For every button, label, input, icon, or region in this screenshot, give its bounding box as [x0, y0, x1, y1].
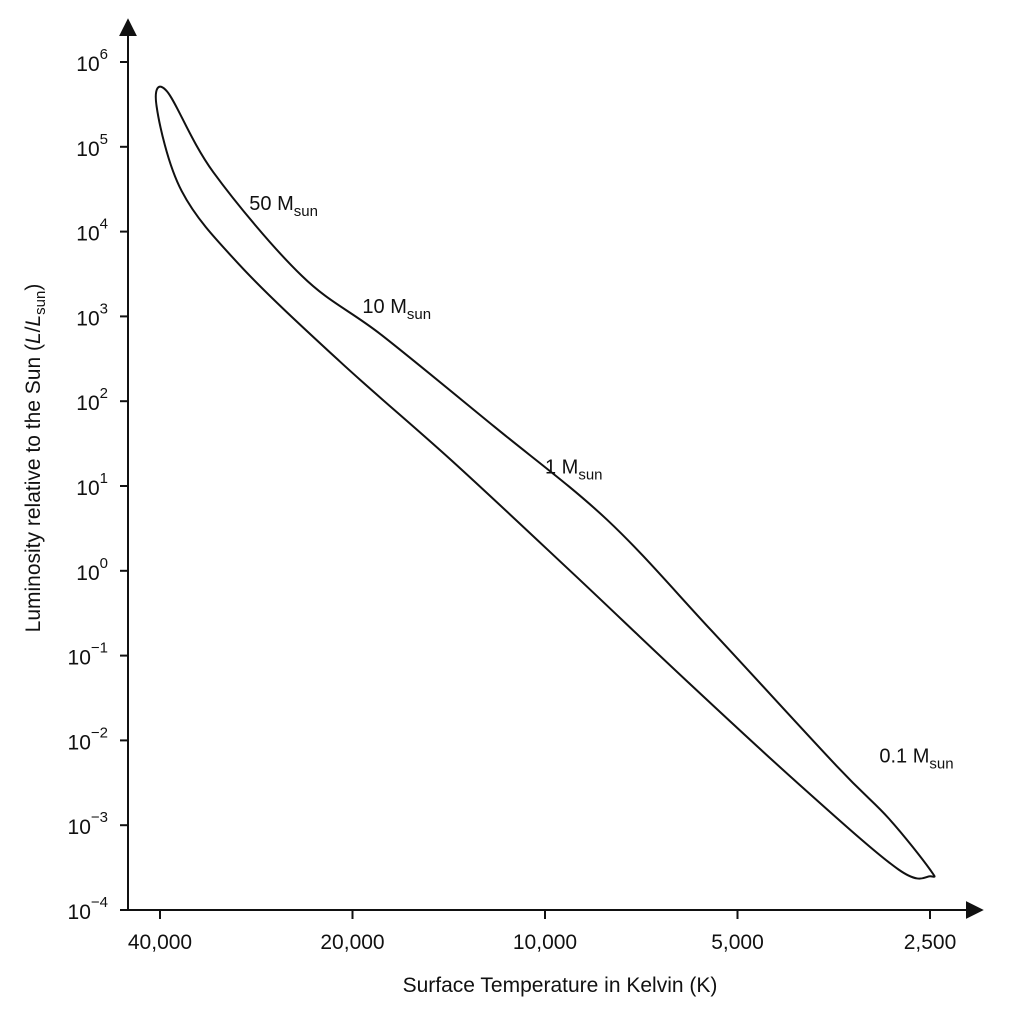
x-axis-ticks: 40,000 20,000 10,000 5,000 2,500	[128, 910, 956, 954]
x-tick-label: 40,000	[128, 931, 192, 954]
y-tick-label: 10−1	[68, 640, 108, 670]
mass-label: 1 Msun	[545, 457, 603, 484]
y-tick-label: 102	[76, 385, 108, 415]
x-tick-label: 2,500	[904, 931, 957, 954]
mass-annotations: 50 Msun 10 Msun 1 Msun 0.1 Msun	[249, 193, 953, 772]
x-tick-label: 10,000	[513, 931, 577, 954]
y-tick-label: 105	[76, 131, 108, 161]
x-axis-title: Surface Temperature in Kelvin (K)	[403, 974, 718, 997]
y-axis-ticks: 106 105 104 103 102 101 100 10−1 10−2 10−3 10−4	[68, 46, 128, 924]
y-tick-label: 106	[76, 46, 108, 76]
x-tick-label: 20,000	[320, 931, 384, 954]
x-tick-label: 5,000	[711, 931, 764, 954]
y-tick-label: 10−4	[68, 894, 108, 924]
mass-label: 10 Msun	[362, 296, 431, 323]
y-tick-label: 10−2	[68, 724, 108, 754]
y-tick-label: 104	[76, 216, 108, 246]
y-tick-label: 101	[76, 470, 108, 500]
mass-label: 50 Msun	[249, 193, 318, 220]
mass-label: 0.1 Msun	[879, 745, 953, 772]
main-sequence-band	[154, 85, 936, 880]
y-tick-label: 100	[76, 555, 108, 585]
y-tick-label: 10−3	[68, 809, 108, 839]
y-tick-label: 103	[76, 300, 108, 330]
y-axis-title: Luminosity relative to the Sun (L/Lsun)	[22, 284, 49, 633]
